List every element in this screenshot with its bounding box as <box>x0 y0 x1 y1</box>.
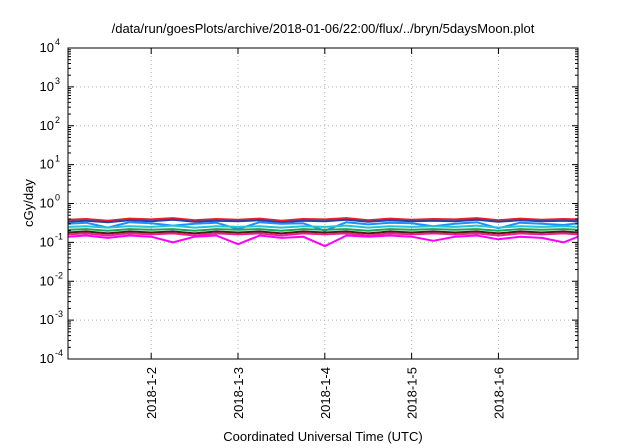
series-line <box>67 232 579 237</box>
y-tick-label: 10 1 <box>40 154 60 172</box>
series-line <box>67 218 579 224</box>
y-tick-label-exponent: -4 <box>55 348 63 358</box>
x-tick-label: 2018-1-4 <box>318 367 333 419</box>
y-tick-label-base: 10 <box>40 157 54 172</box>
y-tick-label-exponent: -3 <box>55 309 63 319</box>
y-tick-label-exponent: 0 <box>55 193 60 203</box>
y-tick-label: 10 -2 <box>40 270 63 288</box>
y-tick-label-base: 10 <box>40 196 54 211</box>
chart-title: /data/run/goesPlots/archive/2018-01-06/2… <box>112 21 535 36</box>
y-tick-label-exponent: -2 <box>55 270 63 280</box>
y-tick-label-base: 10 <box>40 273 54 288</box>
y-tick-label: 10 -4 <box>40 348 63 366</box>
x-tick-label: 2018-1-2 <box>144 367 159 419</box>
series-layer <box>67 217 579 248</box>
y-tick-label-exponent: -1 <box>55 231 63 241</box>
x-tick-label: 2018-1-6 <box>491 367 506 419</box>
y-tick-label-base: 10 <box>40 79 54 94</box>
y-tick-label-base: 10 <box>40 40 54 55</box>
y-tick-label-base: 10 <box>40 351 54 366</box>
y-axis-label: cGy/day <box>21 179 36 227</box>
x-tick-labels: 2018-1-2 2018-1-3 2018-1-4 2018-1-5 2018-1-6 <box>144 367 506 419</box>
series-line <box>67 228 579 232</box>
y-tick-label: 10 3 <box>40 76 60 94</box>
x-tick-label: 2018-1-5 <box>405 367 420 419</box>
y-tick-label: 10 4 <box>40 37 60 55</box>
y-tick-label: 10 -3 <box>40 309 63 327</box>
y-tick-label-exponent: 3 <box>55 76 60 86</box>
x-axis-label: Coordinated Universal Time (UTC) <box>223 429 422 444</box>
series-line <box>67 234 579 248</box>
y-tick-label: 10 -1 <box>40 231 63 249</box>
y-tick-label-exponent: 4 <box>55 37 60 47</box>
y-tick-label-exponent: 2 <box>55 115 60 125</box>
y-tick-label: 10 2 <box>40 115 60 133</box>
y-tick-label-exponent: 1 <box>55 154 60 164</box>
y-tick-label-base: 10 <box>40 234 54 249</box>
series-line <box>67 230 579 235</box>
series-line <box>67 217 579 222</box>
y-tick-label-base: 10 <box>40 312 54 327</box>
y-tick-label: 10 0 <box>40 193 60 211</box>
grid <box>68 48 578 359</box>
x-tick-label: 2018-1-3 <box>231 367 246 419</box>
ticks <box>68 47 578 360</box>
series-line <box>67 224 579 229</box>
y-tick-label-base: 10 <box>40 118 54 133</box>
